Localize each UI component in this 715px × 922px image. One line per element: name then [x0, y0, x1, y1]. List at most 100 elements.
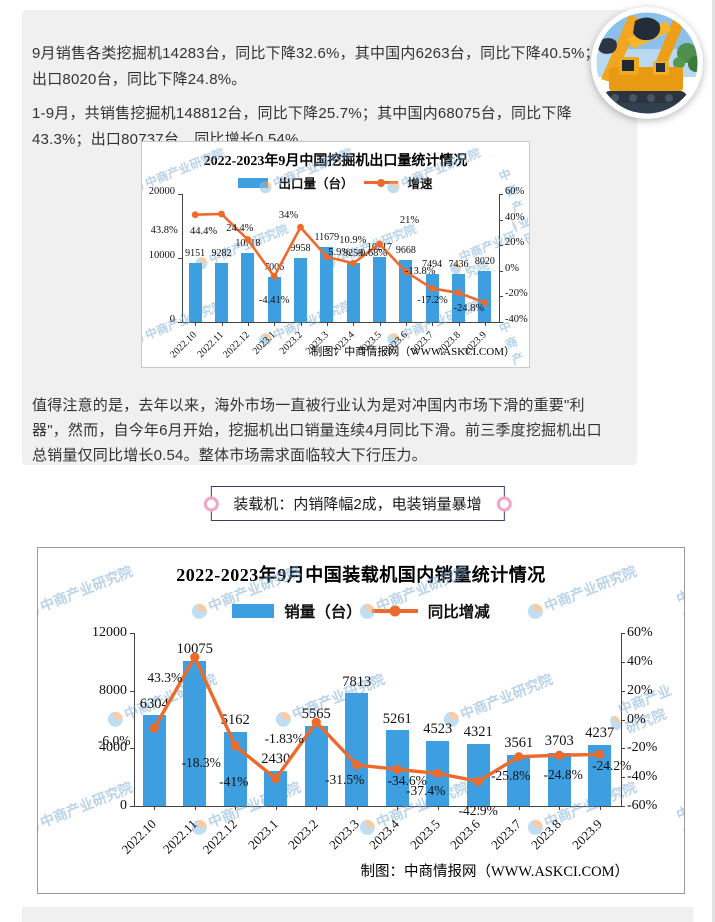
growth-percent-label: -24.8%: [543, 766, 583, 782]
legend-line-label: 同比增减: [427, 604, 490, 621]
bar: [215, 262, 228, 322]
bar: [142, 715, 166, 806]
bar-value-label: 10075: [176, 641, 213, 658]
y-right-tickmark: [499, 322, 503, 323]
growth-percent-label: -0.68%: [356, 248, 388, 260]
bar-value-label: 8020: [474, 255, 495, 267]
y-right-tick-label: 20%: [627, 682, 653, 698]
y-right-tickmark: [499, 296, 503, 298]
y-right-tickmark: [499, 270, 503, 272]
x-tickmark: [458, 322, 460, 326]
growth-percent-label: -6.0%: [97, 733, 131, 749]
x-tickmark: [274, 322, 276, 326]
x-tickmark: [247, 322, 249, 326]
legend-bar-label: 出口量（台）: [278, 177, 354, 191]
growth-percent-label: -4.41%: [258, 295, 290, 307]
growth-percent-label: 21%: [399, 214, 420, 226]
chart-attribution: 制图：中商情报网（WWW.ASKCI.COM）: [311, 346, 515, 358]
scrollbar-track[interactable]: [712, 0, 715, 922]
bar-value-label: 5162: [220, 712, 250, 729]
x-tickmark: [478, 806, 480, 810]
growth-percent-label: 24.4%: [226, 223, 254, 235]
growth-percent-label: -17.2%: [417, 294, 448, 306]
legend-line-swatch: [363, 178, 398, 187]
x-tickmark: [195, 322, 197, 326]
legend-bar-swatch: [232, 604, 275, 618]
y-left-tick-label: 4000: [99, 740, 127, 756]
x-tickmark: [518, 806, 520, 810]
x-tickmark: [356, 806, 358, 810]
x-tickmark: [437, 806, 439, 810]
section-badge-loader: 装载机：内销降幅2成，电装销量暴增: [203, 486, 512, 521]
y-right-tick-label: -20%: [505, 288, 528, 300]
y-left-tickmark: [178, 258, 182, 259]
y-right-tickmark: [621, 719, 625, 721]
y-right-tickmark: [621, 661, 625, 663]
y-right-tick-label: -60%: [627, 798, 658, 813]
x-tickmark: [397, 806, 399, 810]
bar-value-label: 5565: [301, 706, 331, 723]
x-tickmark: [316, 806, 318, 810]
x-tickmark: [154, 806, 156, 810]
y-right-tick-label: -40%: [627, 769, 658, 785]
paragraph-september-sales: 9月销售各类挖掘机14283台，同比下降32.6%，其中国内6263台，同比下降…: [32, 45, 600, 88]
x-tickmark: [559, 806, 561, 810]
watermark-logo-icon: [38, 817, 41, 837]
growth-percent-label: 5.9%: [328, 246, 351, 258]
growth-percent-label: -24.2%: [592, 757, 632, 773]
legend-line-label: 增速: [407, 177, 433, 191]
bar: [188, 263, 202, 322]
growth-percent-label: -18.3%: [181, 755, 221, 771]
y-left-tick-label: 0: [120, 798, 127, 813]
y-left-tick-label: 0: [169, 314, 175, 325]
y-right-tick-label: 20%: [505, 237, 525, 249]
x-tickmark: [326, 322, 328, 326]
x-tickmark: [194, 806, 196, 810]
plot-area: [182, 194, 500, 323]
y-left-tick-label: 12000: [92, 625, 127, 640]
y-right-tick-label: 0%: [505, 262, 519, 274]
y-right-tickmark: [621, 777, 625, 779]
x-tickmark: [275, 806, 277, 810]
bar-value-label: 4237: [585, 725, 615, 742]
y-left-tickmark: [130, 633, 134, 634]
chart-attribution: 制图：中商情报网（WWW.ASKCI.COM）: [360, 864, 629, 880]
growth-percent-label: -34.6%: [387, 772, 427, 788]
x-tickmark: [353, 322, 355, 326]
bar-value-label: 6304: [139, 695, 169, 712]
growth-percent-label: -37.4%: [406, 782, 446, 798]
y-left-tickmark: [130, 690, 134, 692]
y-right-tickmark: [621, 806, 625, 807]
growth-percent-label: -25.8%: [491, 767, 531, 783]
watermark-logo-icon: [142, 330, 145, 347]
paragraph-commentary: 值得注意的是，去年以来，海外市场一直被行业认为是对冲国内市场下滑的重要"利器"，…: [32, 397, 602, 464]
y-right-tick-label: 0%: [627, 711, 646, 727]
y-right-tickmark: [499, 194, 503, 195]
y-right-tickmark: [499, 245, 503, 247]
bar-value-label: 2430: [261, 751, 291, 768]
y-right-tick-label: 60%: [627, 625, 653, 640]
growth-percent-label: -24.8%: [453, 303, 485, 315]
chart-legend: 出口量（台） 增速: [142, 173, 529, 192]
chart-title: 2022-2023年9月中国挖掘机出口量统计情况: [203, 154, 468, 169]
y-right-tick-label: -20%: [627, 740, 658, 756]
growth-percent-label: -41%: [219, 773, 249, 789]
growth-percent-label: 10.9%: [339, 234, 367, 246]
y-left-tick-label: 10000: [148, 250, 175, 261]
growth-percent-label: -13.8%: [404, 266, 436, 278]
y-left-tickmark: [130, 806, 134, 807]
x-tickmark: [221, 322, 223, 326]
bar-value-label: 7813: [342, 673, 372, 690]
legend-line-swatch: [371, 605, 418, 617]
y-right-tickmark: [621, 633, 625, 634]
x-tickmark: [235, 806, 237, 810]
x-tickmark: [484, 322, 486, 326]
y-left-tickmark: [178, 194, 182, 195]
y-right-tickmark: [499, 219, 503, 221]
excavator-export-chart: 2022-2023年9月中国挖掘机出口量统计情况 出口量（台） 增速 制图：中商…: [141, 141, 530, 368]
growth-percent-label: 43.8%: [150, 225, 178, 237]
y-left-tick-label: 8000: [99, 682, 127, 698]
excavator-photo-graphic: [591, 7, 703, 119]
bar: [373, 256, 386, 322]
